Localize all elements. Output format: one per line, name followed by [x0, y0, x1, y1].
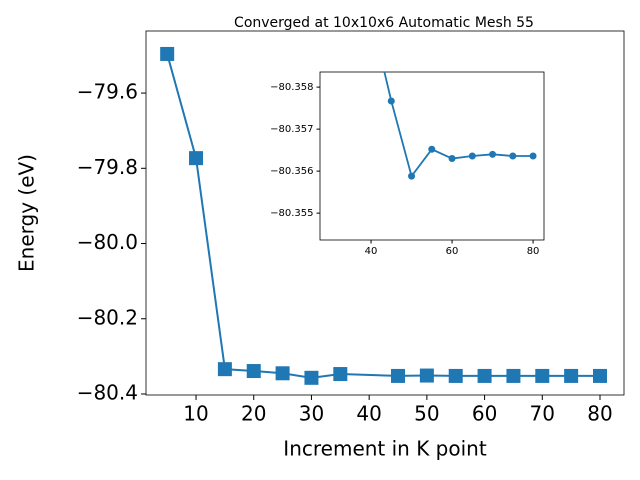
- x-tick-label: 70: [530, 402, 555, 426]
- chart-title: Converged at 10x10x6 Automatic Mesh 55: [234, 15, 534, 31]
- marker: [564, 368, 579, 383]
- x-tick-label: 50: [414, 402, 439, 426]
- marker: [160, 46, 175, 61]
- x-tick-label: 80: [587, 402, 612, 426]
- marker: [529, 152, 537, 160]
- y-tick-label: −80.2: [77, 305, 138, 329]
- marker: [448, 368, 463, 383]
- y-tick-label: −79.6: [77, 80, 138, 104]
- marker: [419, 368, 434, 383]
- y-tick-label: −80.4: [77, 380, 138, 404]
- marker: [246, 364, 261, 379]
- x-tick-label: 80: [527, 246, 540, 257]
- marker: [408, 172, 416, 180]
- x-axis-label: Increment in K point: [283, 437, 487, 461]
- marker: [333, 367, 348, 382]
- marker: [428, 145, 436, 153]
- x-tick-label: 60: [446, 246, 459, 257]
- marker: [189, 151, 204, 166]
- marker: [448, 155, 456, 163]
- y-tick-label: −79.8: [77, 155, 138, 179]
- x-tick-label: 40: [365, 246, 378, 257]
- y-axis-label: Energy (eV): [15, 154, 39, 272]
- marker: [391, 368, 406, 383]
- marker: [535, 368, 550, 383]
- y-tick-label: −80.358: [270, 82, 313, 93]
- y-tick-label: −80.355: [270, 208, 313, 219]
- marker: [592, 368, 607, 383]
- marker: [217, 362, 232, 377]
- y-tick-label: −80.357: [270, 124, 313, 135]
- marker: [506, 368, 521, 383]
- marker: [304, 370, 319, 385]
- marker: [509, 152, 517, 160]
- x-tick-label: 40: [356, 402, 381, 426]
- y-tick-label: −80.0: [77, 230, 138, 254]
- marker: [387, 97, 395, 105]
- plot-group: [383, 72, 537, 180]
- marker: [275, 366, 290, 381]
- y-tick-label: −80.356: [270, 166, 313, 177]
- marker: [489, 150, 497, 158]
- x-tick-label: 30: [299, 402, 324, 426]
- marker: [477, 368, 492, 383]
- x-tick-label: 20: [241, 402, 266, 426]
- x-tick-label: 10: [183, 402, 208, 426]
- marker: [468, 152, 476, 160]
- plot-group: [160, 46, 607, 385]
- x-tick-label: 60: [472, 402, 497, 426]
